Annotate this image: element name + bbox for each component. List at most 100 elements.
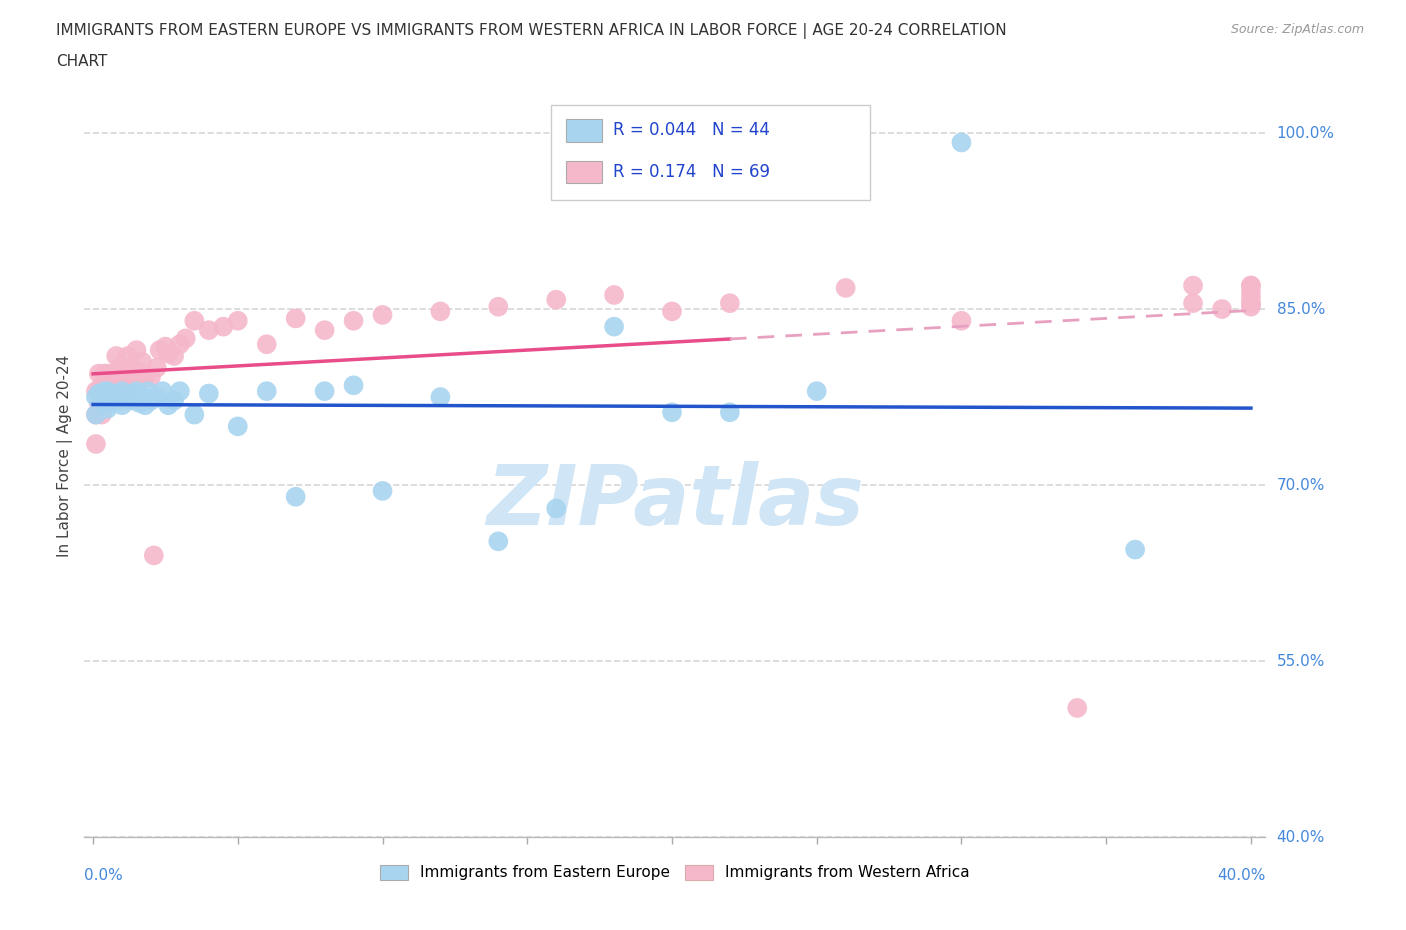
Point — [284, 489, 307, 504]
Point — [105, 349, 128, 364]
Text: CHART: CHART — [56, 54, 108, 69]
Point — [486, 534, 509, 549]
Point — [546, 501, 568, 516]
Point — [834, 281, 856, 296]
Point — [718, 405, 741, 419]
Point — [546, 292, 568, 307]
Point — [314, 384, 336, 399]
Point — [169, 337, 191, 352]
Point — [100, 395, 122, 410]
Point — [125, 363, 148, 378]
Point — [1211, 301, 1233, 316]
Point — [342, 313, 364, 328]
Point — [90, 378, 112, 392]
Point — [142, 548, 165, 563]
Point — [371, 484, 394, 498]
Point — [152, 384, 174, 399]
Point — [661, 405, 683, 419]
Text: 100.0%: 100.0% — [1277, 126, 1334, 140]
Text: 40.0%: 40.0% — [1277, 830, 1324, 844]
Point — [96, 390, 118, 405]
Point — [128, 366, 150, 381]
Point — [314, 323, 336, 338]
Point — [429, 390, 451, 405]
Point — [183, 407, 205, 422]
Point — [1240, 290, 1263, 305]
Point — [1182, 278, 1205, 293]
Point — [1240, 296, 1263, 311]
Point — [157, 398, 180, 413]
Point — [108, 393, 131, 408]
Point — [96, 402, 118, 417]
Point — [108, 384, 131, 399]
Point — [486, 299, 509, 314]
Point — [105, 378, 128, 392]
Point — [169, 384, 191, 399]
Text: Source: ZipAtlas.com: Source: ZipAtlas.com — [1230, 23, 1364, 36]
Point — [134, 369, 156, 384]
Point — [226, 418, 249, 433]
Text: 85.0%: 85.0% — [1277, 301, 1324, 316]
Point — [131, 354, 153, 369]
Point — [950, 135, 973, 150]
Point — [120, 360, 142, 375]
Point — [87, 386, 110, 401]
Point — [111, 384, 134, 399]
Point — [1240, 299, 1263, 314]
Point — [145, 390, 167, 405]
Point — [1240, 278, 1263, 293]
Point — [1182, 296, 1205, 311]
Text: 0.0%: 0.0% — [84, 868, 124, 883]
Point — [1066, 700, 1088, 715]
Point — [84, 436, 107, 451]
Text: 70.0%: 70.0% — [1277, 477, 1324, 493]
Point — [105, 386, 128, 401]
Point — [131, 390, 153, 405]
Bar — [567, 119, 602, 141]
Point — [157, 346, 180, 361]
Point — [87, 395, 110, 410]
Point — [256, 337, 278, 352]
Point — [198, 386, 221, 401]
Point — [198, 323, 221, 338]
Point — [125, 384, 148, 399]
Text: ZIPatlas: ZIPatlas — [486, 461, 863, 542]
Point — [256, 384, 278, 399]
Point — [371, 308, 394, 323]
Point — [103, 390, 125, 405]
Point — [100, 393, 122, 408]
Point — [226, 313, 249, 328]
Point — [134, 398, 156, 413]
Point — [96, 366, 118, 381]
Point — [111, 366, 134, 381]
Point — [429, 304, 451, 319]
Text: 40.0%: 40.0% — [1218, 868, 1265, 883]
Point — [90, 393, 112, 408]
Point — [111, 386, 134, 401]
Point — [603, 319, 626, 334]
Point — [114, 384, 136, 399]
Point — [212, 319, 235, 334]
Text: 55.0%: 55.0% — [1277, 654, 1324, 669]
Bar — [567, 161, 602, 183]
Point — [84, 407, 107, 422]
Point — [155, 339, 177, 354]
Point — [128, 395, 150, 410]
Point — [950, 313, 973, 328]
Point — [108, 360, 131, 375]
Point — [1123, 542, 1146, 557]
Point — [120, 393, 142, 408]
Point — [136, 384, 159, 399]
Point — [1240, 284, 1263, 299]
Point — [149, 342, 172, 357]
Point — [96, 384, 118, 399]
Point — [163, 393, 186, 408]
Point — [93, 384, 115, 399]
Point — [87, 366, 110, 381]
Point — [84, 407, 107, 422]
Point — [183, 313, 205, 328]
Text: R = 0.044   N = 44: R = 0.044 N = 44 — [613, 121, 770, 140]
Point — [1240, 296, 1263, 311]
Point — [117, 349, 139, 364]
Point — [1240, 278, 1263, 293]
